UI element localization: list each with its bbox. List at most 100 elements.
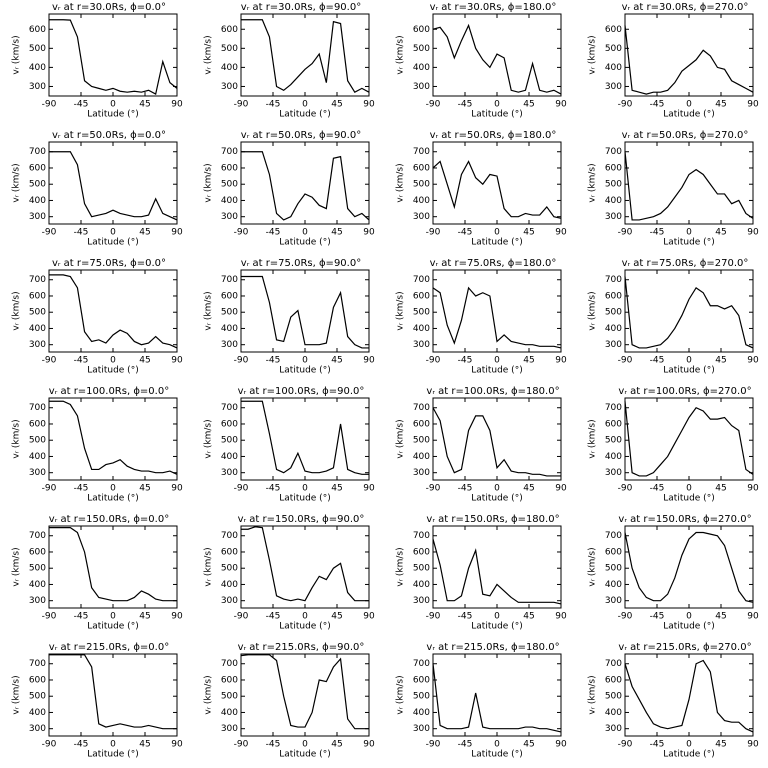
y-tick-label: 400: [605, 452, 622, 462]
y-tick-label: 500: [221, 44, 238, 54]
y-tick-label: 600: [221, 25, 238, 35]
y-tick-label: 500: [221, 180, 238, 190]
x-tick-label: -90: [234, 740, 249, 750]
x-tick-label: 90: [363, 612, 375, 622]
x-axis-label: Latitude (°): [87, 366, 138, 376]
data-line: [49, 19, 178, 95]
x-tick-label: 45: [331, 100, 342, 110]
chart-title: vᵣ at r=215.0Rs, ϕ=180.0°: [426, 642, 559, 653]
y-tick-label: 300: [221, 468, 238, 478]
y-axis-label: vᵣ (km/s): [396, 419, 406, 458]
x-tick-label: 0: [686, 740, 692, 750]
data-line: [49, 151, 178, 221]
y-tick-label: 500: [221, 308, 238, 318]
y-tick-label: 600: [413, 547, 430, 557]
x-axis-label: Latitude (°): [471, 494, 522, 504]
y-tick-label: 700: [413, 531, 430, 541]
plot-frame: [624, 269, 754, 353]
y-tick-label: 500: [605, 564, 622, 574]
y-tick-label: 400: [413, 63, 430, 73]
x-tick-label: 90: [747, 228, 759, 238]
y-tick-label: 500: [605, 44, 622, 54]
y-tick-label: 300: [413, 82, 430, 92]
x-tick-label: -90: [42, 484, 57, 494]
y-tick-label: 600: [605, 291, 622, 301]
y-tick-label: 500: [29, 44, 46, 54]
y-tick-label: 700: [413, 275, 430, 285]
x-tick-label: 45: [715, 228, 726, 238]
x-tick-label: 0: [302, 612, 308, 622]
y-tick-label: 300: [29, 724, 46, 734]
y-axis-label: vᵣ (km/s): [12, 675, 22, 714]
x-tick-label: 0: [494, 356, 500, 366]
y-axis-label: vᵣ (km/s): [204, 163, 214, 202]
y-tick-label: 300: [29, 82, 46, 92]
x-tick-label: 0: [302, 228, 308, 238]
x-tick-label: 45: [715, 612, 726, 622]
chart-title: vᵣ at r=50.0Rs, ϕ=0.0°: [52, 130, 166, 141]
x-tick-label: 45: [715, 740, 726, 750]
x-tick-label: 45: [331, 228, 342, 238]
x-tick-label: 0: [494, 100, 500, 110]
x-axis-label: Latitude (°): [663, 622, 714, 632]
y-tick-label: 700: [29, 275, 46, 285]
data-line: [241, 19, 370, 93]
y-tick-label: 600: [413, 675, 430, 685]
x-tick-label: -45: [74, 740, 89, 750]
y-axis-label: vᵣ (km/s): [396, 163, 406, 202]
y-tick-label: 300: [221, 596, 238, 606]
x-tick-label: -90: [234, 356, 249, 366]
y-axis-label: vᵣ (km/s): [396, 675, 406, 714]
y-tick-label: 500: [605, 692, 622, 702]
x-tick-label: 90: [171, 100, 183, 110]
x-tick-label: -90: [426, 100, 441, 110]
y-tick-label: 700: [605, 659, 622, 669]
x-tick-label: 45: [715, 484, 726, 494]
x-tick-label: -45: [458, 740, 473, 750]
data-line: [241, 151, 370, 221]
y-axis-label: vᵣ (km/s): [204, 675, 214, 714]
x-tick-label: 0: [494, 484, 500, 494]
y-axis-label: vᵣ (km/s): [588, 547, 598, 586]
y-tick-label: 500: [413, 692, 430, 702]
x-tick-label: 90: [171, 356, 183, 366]
y-axis-label: vᵣ (km/s): [396, 35, 406, 74]
data-line: [624, 276, 754, 349]
y-tick-label: 500: [29, 436, 46, 446]
plot-frame: [624, 653, 754, 737]
x-tick-label: 90: [555, 228, 567, 238]
chart-title: vᵣ at r=100.0Rs, ϕ=0.0°: [49, 386, 169, 397]
y-tick-label: 400: [29, 580, 46, 590]
y-tick-label: 400: [605, 63, 622, 73]
y-tick-label: 600: [29, 675, 46, 685]
data-line: [624, 659, 754, 733]
data-line: [624, 25, 754, 95]
y-tick-label: 500: [413, 564, 430, 574]
y-tick-label: 500: [29, 308, 46, 318]
plot-frame: [432, 141, 562, 225]
y-tick-label: 400: [29, 63, 46, 73]
y-tick-label: 300: [221, 724, 238, 734]
y-tick-label: 300: [413, 212, 430, 222]
data-line: [240, 654, 369, 730]
data-line: [432, 538, 562, 605]
y-tick-label: 500: [605, 308, 622, 318]
y-tick-label: 700: [29, 531, 46, 541]
y-tick-label: 500: [605, 180, 622, 190]
y-tick-label: 400: [221, 63, 238, 73]
y-tick-label: 300: [605, 468, 622, 478]
x-tick-label: 45: [139, 740, 150, 750]
x-tick-label: -45: [266, 484, 281, 494]
x-tick-label: 0: [686, 612, 692, 622]
y-axis-label: vᵣ (km/s): [396, 547, 406, 586]
x-tick-label: -90: [618, 228, 633, 238]
y-tick-label: 400: [29, 324, 46, 334]
y-tick-label: 300: [29, 340, 46, 350]
chart-title: vᵣ at r=100.0Rs, ϕ=90.0°: [238, 386, 365, 397]
x-tick-label: 45: [523, 740, 534, 750]
x-tick-label: -45: [650, 740, 665, 750]
chart-title: vᵣ at r=30.0Rs, ϕ=180.0°: [430, 2, 557, 13]
y-tick-label: 600: [413, 163, 430, 173]
x-tick-label: 90: [555, 612, 567, 622]
x-tick-label: 0: [110, 228, 116, 238]
